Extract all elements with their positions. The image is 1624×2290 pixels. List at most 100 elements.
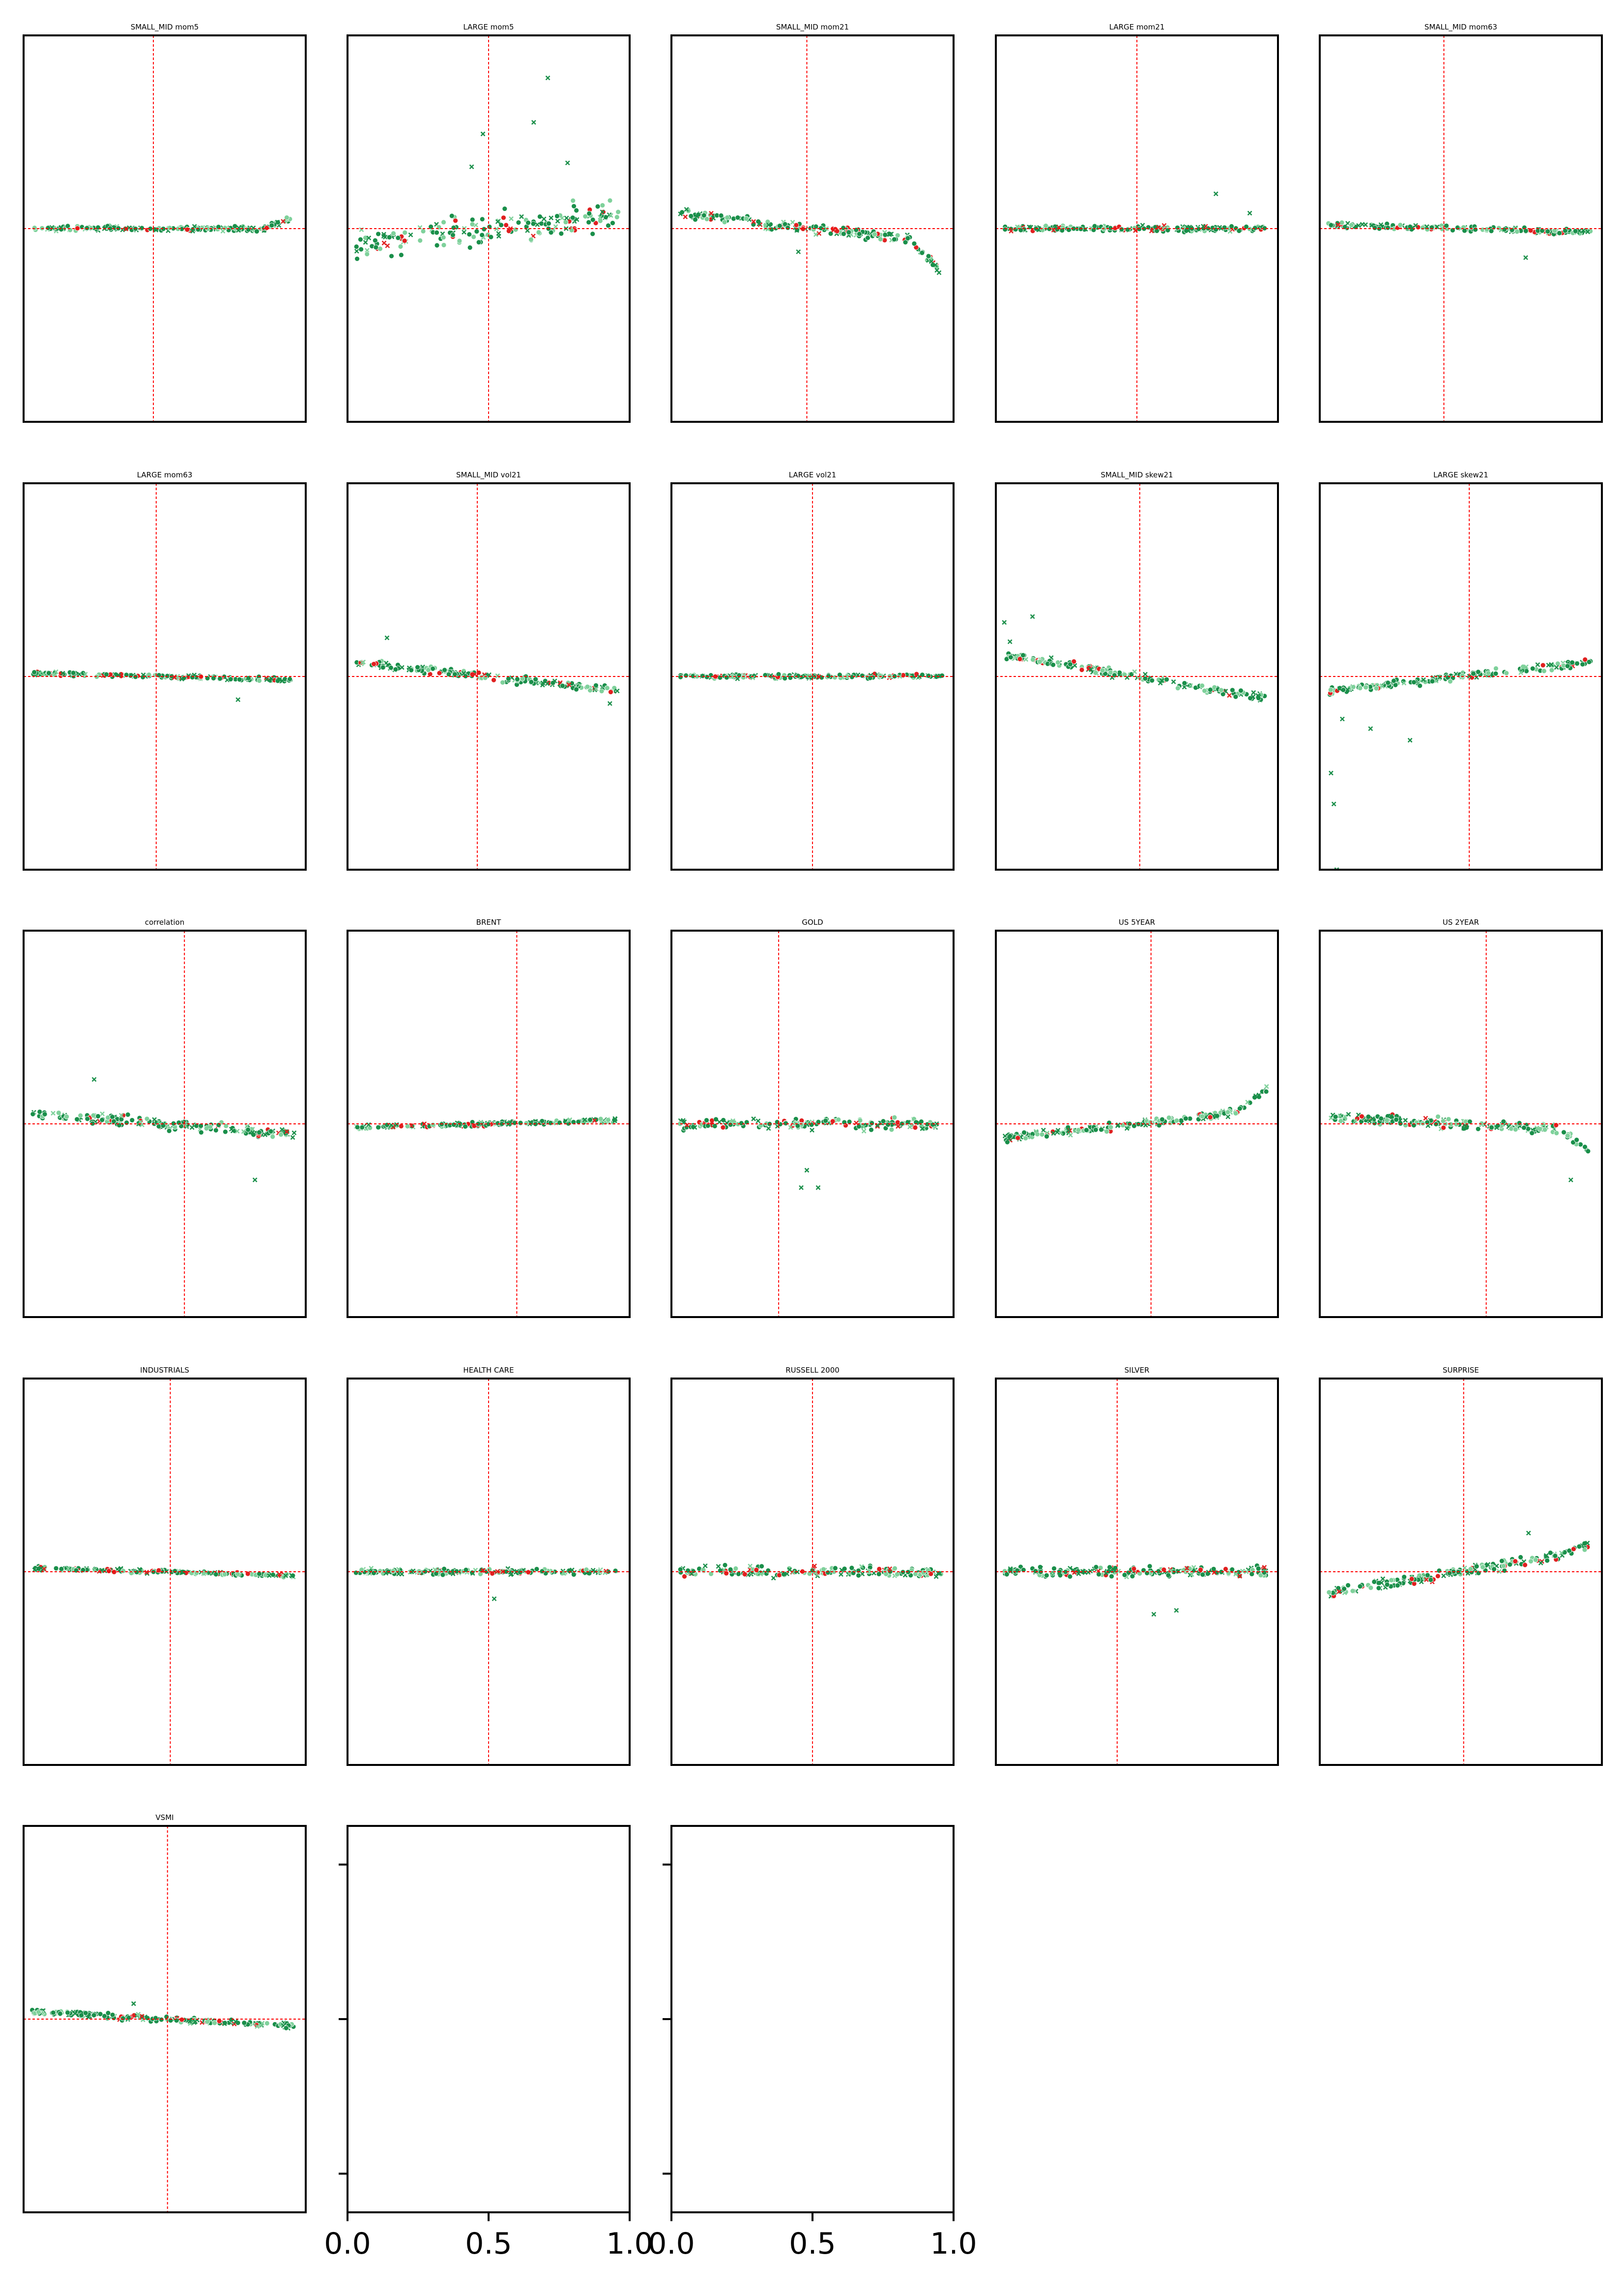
data-point xyxy=(877,236,883,242)
data-point xyxy=(79,2012,84,2018)
data-point xyxy=(1407,224,1413,230)
data-point xyxy=(1345,687,1350,692)
data-point xyxy=(1041,1127,1046,1133)
data-point xyxy=(1585,1148,1591,1154)
data-point xyxy=(810,1127,814,1133)
data-point xyxy=(720,1124,726,1130)
data-point xyxy=(730,1118,735,1123)
data-point xyxy=(1202,688,1208,694)
data-point xyxy=(45,225,51,231)
data-point xyxy=(683,214,688,219)
data-point xyxy=(1370,1116,1375,1121)
data-point xyxy=(892,1115,898,1120)
scatter-points xyxy=(29,2001,296,2031)
data-point xyxy=(236,676,242,682)
data-point xyxy=(1448,678,1453,684)
data-point xyxy=(245,227,251,233)
data-point xyxy=(35,1566,40,1572)
data-point xyxy=(567,1118,572,1123)
data-point xyxy=(722,219,727,225)
data-point xyxy=(373,244,379,250)
data-point xyxy=(1039,1132,1045,1137)
data-point xyxy=(1184,1566,1189,1571)
data-point xyxy=(678,211,683,217)
data-point xyxy=(1504,670,1509,676)
data-point xyxy=(911,241,917,246)
data-point xyxy=(921,1570,927,1576)
data-point xyxy=(410,1568,416,1574)
data-point xyxy=(1540,662,1546,668)
subplot-empty-2: 0.0 0.5 1.0 xyxy=(648,1825,977,2261)
data-point xyxy=(467,245,473,251)
data-point xyxy=(509,1571,514,1577)
data-point xyxy=(755,1118,761,1123)
data-point xyxy=(85,1116,90,1122)
data-point xyxy=(1512,1126,1518,1132)
outlier-point xyxy=(531,119,536,125)
data-point xyxy=(541,216,547,222)
data-point xyxy=(451,225,457,231)
data-point xyxy=(905,235,911,241)
data-point xyxy=(496,234,501,239)
data-point xyxy=(213,1571,219,1577)
data-point xyxy=(1080,1569,1085,1574)
subplot-16: INDUSTRIALS xyxy=(23,1366,307,1766)
data-point xyxy=(1067,1574,1073,1580)
subplot-title: LARGE mom63 xyxy=(137,470,193,479)
data-point xyxy=(70,670,76,676)
data-point xyxy=(784,1571,789,1577)
data-point xyxy=(533,676,538,682)
data-point xyxy=(111,1118,116,1124)
data-point xyxy=(1523,228,1529,234)
outlier-point xyxy=(1002,620,1007,625)
data-point xyxy=(1459,673,1465,678)
data-point xyxy=(519,214,524,219)
data-point xyxy=(606,223,611,229)
data-point xyxy=(417,237,423,243)
data-point xyxy=(212,2020,218,2026)
data-point xyxy=(42,672,47,677)
subplot-title: RUSSELL 2000 xyxy=(785,1366,840,1375)
subplot-title: LARGE skew21 xyxy=(1433,470,1488,479)
data-point xyxy=(711,215,716,221)
data-point xyxy=(782,221,788,227)
data-point xyxy=(270,1572,276,1578)
data-point xyxy=(479,216,485,222)
subplot-3: SMALL_MID mom21 xyxy=(670,23,955,423)
data-point xyxy=(1336,1589,1342,1594)
subplot-5: SMALL_MID mom63 xyxy=(1319,23,1603,423)
x-tick-label: 0.5 xyxy=(465,2227,512,2261)
data-point xyxy=(1421,677,1426,682)
data-point xyxy=(234,1128,240,1134)
data-point xyxy=(181,1570,186,1575)
data-point xyxy=(198,1129,204,1135)
data-point xyxy=(241,1129,246,1134)
data-point xyxy=(725,215,730,220)
data-point xyxy=(913,1571,918,1577)
data-point xyxy=(233,2019,238,2024)
scatter-points xyxy=(354,1116,618,1132)
data-point xyxy=(1554,1130,1560,1136)
data-point xyxy=(545,681,550,686)
data-point xyxy=(933,1574,939,1579)
axes-frame xyxy=(347,1825,631,2213)
outlier-point xyxy=(607,701,612,706)
data-point xyxy=(693,217,698,222)
data-point xyxy=(1122,1572,1128,1578)
data-point xyxy=(530,221,536,227)
data-point xyxy=(1212,1570,1217,1575)
outlier-point xyxy=(480,131,486,137)
data-point xyxy=(525,228,530,233)
data-point xyxy=(1565,1133,1570,1139)
data-point xyxy=(608,689,613,695)
data-point xyxy=(859,673,865,678)
data-point xyxy=(1199,1114,1205,1119)
data-point xyxy=(1501,1563,1507,1569)
data-point xyxy=(1166,1115,1172,1120)
data-point xyxy=(766,1126,771,1131)
data-point xyxy=(1244,224,1249,230)
data-point xyxy=(1410,225,1415,231)
subplot-title: INDUSTRIALS xyxy=(140,1366,189,1375)
data-point xyxy=(1088,667,1094,672)
data-point xyxy=(1255,1566,1261,1571)
